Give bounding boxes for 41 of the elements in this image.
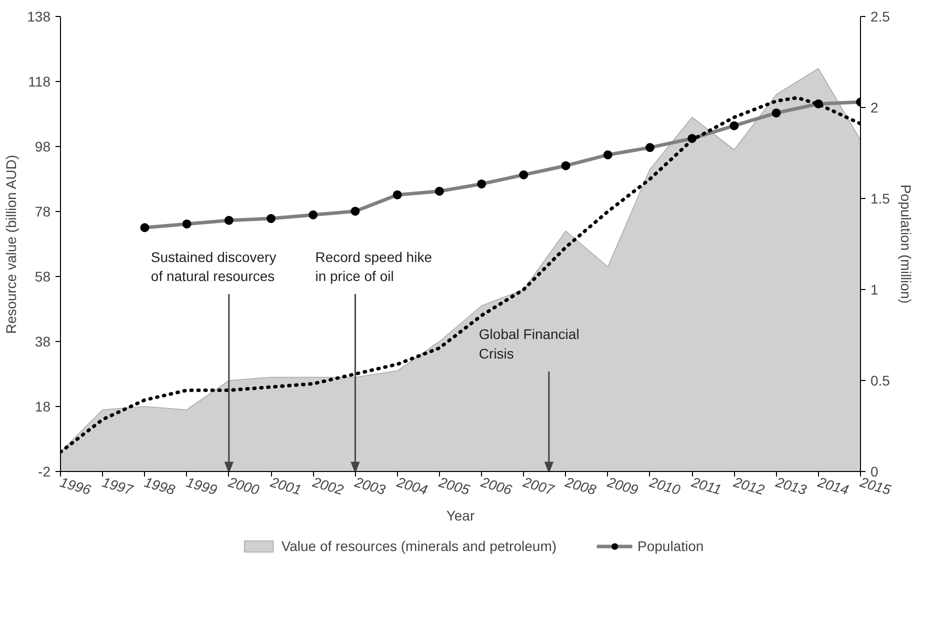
y-tick-label: 118 [28,74,51,90]
y-axis-title: Resource value (billion AUD) [3,154,20,334]
x-tick-label: 2002 [310,474,346,498]
ref-line-label: Record speed hike in price of oil [315,248,432,284]
y-tick-label: 98 [34,138,51,154]
y-tick-label: 38 [34,334,51,350]
x-tick-label: 2010 [646,474,682,498]
y2-tick-label: 0 [870,464,878,480]
x-tick-label: 1999 [184,474,220,498]
y2-tick-label: 2.5 [870,8,890,24]
x-tick-label: 2004 [394,474,430,498]
x-tick-label: 2009 [604,474,640,498]
y2-tick-label: 2 [870,100,878,116]
legend-label: Value of resources (minerals and petroleum) [281,538,557,554]
x-tick-label: 2005 [436,474,472,498]
x-tick-label: 2013 [773,474,809,498]
y2-tick-label: 1 [870,282,878,298]
x-tick-label: 2000 [226,474,262,498]
y2-tick-label: 0.5 [870,372,890,388]
x-tick-label: 2003 [352,474,388,498]
x-tick-label: 2014 [815,474,851,498]
y2-axis-title: Population (million) [898,184,914,304]
x-tick-label: 2008 [562,474,598,498]
y-tick-label: 138 [27,8,51,24]
x-tick-label: 2007 [520,474,557,498]
y-tick-label: -2 [38,464,51,480]
y-tick-label: 58 [34,268,51,284]
y2-tick-label: 1.5 [870,190,890,206]
ref-line-label: Global Financial Crisis [478,326,580,362]
x-tick-label: 1996 [58,474,93,498]
x-tick-label: 2012 [731,474,767,498]
x-tick-label: 2011 [688,474,724,498]
y-tick-label: 78 [34,204,51,220]
x-tick-label: 2006 [478,474,514,498]
y-tick-label: 18 [34,398,51,414]
x-axis-title: Year [446,508,475,524]
ref-line-label: Sustained discovery of natural resources [150,248,276,284]
legend-label: Population [638,538,704,554]
x-tick-label: 2001 [268,474,304,498]
x-tick-label: 1998 [142,474,178,498]
x-tick-label: 1997 [100,474,136,498]
